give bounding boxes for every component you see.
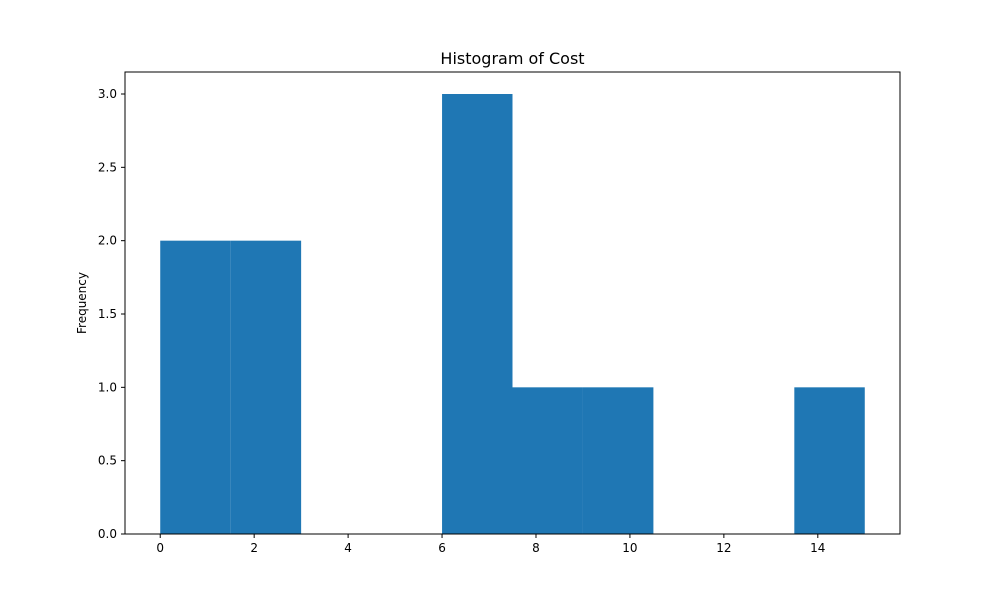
y-tick-label: 1.5 bbox=[98, 307, 117, 321]
y-tick-label: 2.5 bbox=[98, 160, 117, 174]
histogram-bar-4 bbox=[442, 94, 513, 534]
y-tick-label: 0.5 bbox=[98, 454, 117, 468]
x-tick-label: 0 bbox=[156, 541, 164, 555]
y-tick-label: 2.0 bbox=[98, 234, 117, 248]
x-tick-label: 6 bbox=[438, 541, 446, 555]
x-tick-label: 14 bbox=[810, 541, 825, 555]
x-tick-label: 12 bbox=[716, 541, 731, 555]
histogram-bar-6 bbox=[582, 387, 654, 534]
histogram-bar-0 bbox=[160, 240, 231, 535]
x-tick-label: 8 bbox=[532, 541, 540, 555]
bars-layer bbox=[160, 94, 865, 535]
plot-frame bbox=[124, 71, 901, 535]
y-axis-title: Frequency bbox=[75, 272, 89, 334]
histogram-bar-5 bbox=[512, 387, 583, 534]
y-tick-label: 0.0 bbox=[98, 527, 117, 541]
chart-title: Histogram of Cost bbox=[440, 49, 584, 68]
x-tick-label: 10 bbox=[622, 541, 637, 555]
y-tick-label: 3.0 bbox=[98, 87, 117, 101]
x-tick-label: 4 bbox=[344, 541, 352, 555]
x-tick-label: 2 bbox=[250, 541, 258, 555]
y-axis: 0.0 0.5 1.0 1.5 2.0 2.5 3.0 bbox=[98, 87, 125, 541]
y-tick-label: 1.0 bbox=[98, 380, 117, 394]
histogram-bar-1 bbox=[230, 240, 302, 535]
x-axis: 0 2 4 6 8 10 12 14 bbox=[156, 534, 825, 555]
histogram-bar-9 bbox=[794, 387, 865, 534]
